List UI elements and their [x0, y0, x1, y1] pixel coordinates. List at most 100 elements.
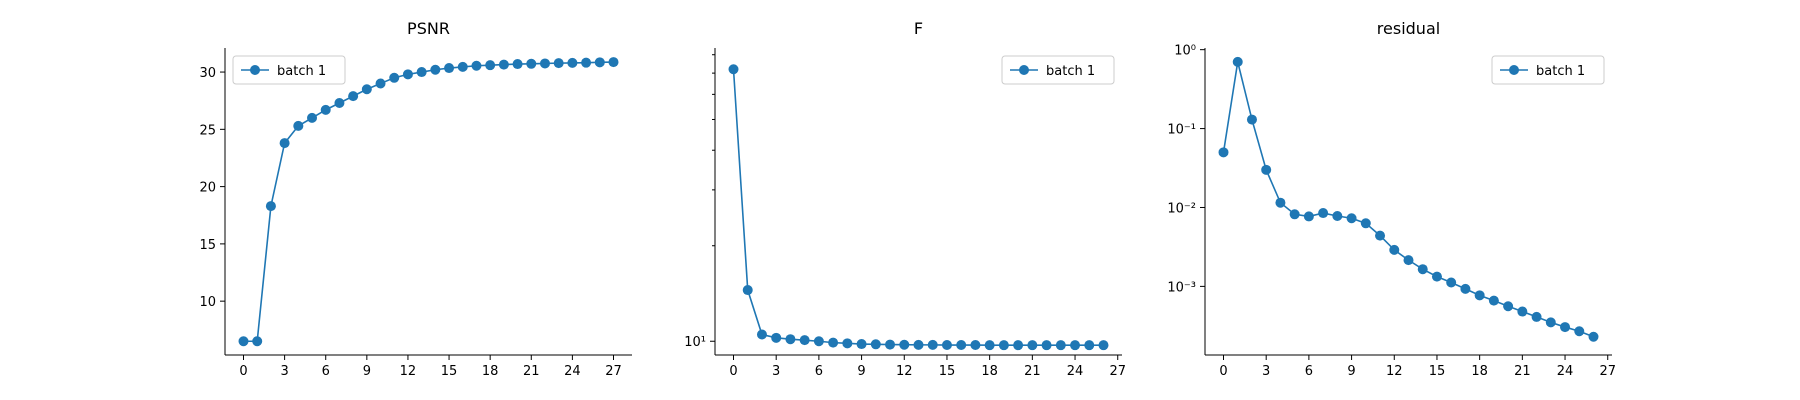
data-point [498, 59, 509, 70]
y-tick-label: 10⁻¹ [1167, 123, 1196, 138]
data-point [1232, 56, 1243, 67]
data-point [913, 339, 924, 350]
x-tick-label: 15 [939, 364, 956, 379]
data-point [1545, 317, 1556, 328]
data-point [1375, 230, 1386, 241]
data-point [885, 339, 896, 350]
data-point [1389, 244, 1400, 255]
data-point [956, 340, 967, 351]
data-point [1531, 311, 1542, 322]
data-point [1027, 340, 1038, 351]
data-point [402, 69, 413, 80]
data-point [1275, 197, 1286, 208]
data-point [279, 138, 290, 149]
data-point [1318, 208, 1329, 219]
legend-box [1001, 55, 1115, 85]
data-point [581, 57, 592, 68]
data-point [594, 57, 605, 68]
y-tick-label: 10 [199, 295, 216, 310]
x-tick-label: 3 [280, 364, 288, 379]
series-line [243, 61, 614, 343]
x-tick-label: 6 [815, 364, 823, 379]
x-tick-label: 3 [1262, 364, 1270, 379]
x-tick-label: 12 [1386, 364, 1403, 379]
x-tick-label: 21 [523, 364, 540, 379]
data-point [293, 120, 304, 131]
x-tick-label: 18 [482, 364, 499, 379]
data-point [1517, 306, 1528, 317]
data-point [813, 336, 824, 347]
data-point [416, 67, 427, 78]
x-tick-label: 12 [896, 364, 913, 379]
data-point [389, 72, 400, 83]
y-tick-label: 10¹ [684, 335, 706, 350]
data-point [539, 58, 550, 69]
y-tick-label: 30 [199, 66, 216, 81]
data-point [238, 336, 249, 347]
data-point [471, 60, 482, 71]
data-point [1246, 114, 1257, 125]
data-point [970, 340, 981, 351]
data-point [1488, 295, 1499, 306]
x-tick-label: 9 [857, 364, 865, 379]
x-tick-label: 27 [605, 364, 622, 379]
x-tick-label: 6 [322, 364, 330, 379]
data-point [1041, 340, 1052, 351]
x-tick-label: 3 [772, 364, 780, 379]
legend-box [232, 55, 346, 85]
x-tick-label: 15 [1429, 364, 1446, 379]
x-tick-label: 24 [1067, 364, 1084, 379]
data-point [265, 201, 276, 212]
data-point [1055, 340, 1066, 351]
x-tick-label: 9 [1347, 364, 1355, 379]
y-tick-label: 15 [199, 238, 216, 253]
x-tick-label: 18 [981, 364, 998, 379]
x-tick-label: 15 [441, 364, 458, 379]
data-point [1289, 209, 1300, 220]
chart-panel-2: residual 0 3 6 9 12 15 18 21 24 27 10⁻³ 10⁻² 10⁻¹ 10⁰ b… [1167, 19, 1616, 379]
x-tick-label: 24 [564, 364, 581, 379]
chart-title: F [914, 19, 923, 38]
data-point [320, 104, 331, 115]
data-point [1261, 164, 1272, 175]
data-point [1431, 271, 1442, 282]
data-point [457, 61, 468, 72]
x-tick-label: 18 [1471, 364, 1488, 379]
data-point [941, 340, 952, 351]
data-point [842, 338, 853, 349]
x-tick-label: 21 [1024, 364, 1041, 379]
legend-marker [250, 65, 260, 75]
data-point [1460, 283, 1471, 294]
data-point [567, 57, 578, 68]
data-point [553, 58, 564, 69]
legend: batch 1 [232, 55, 346, 85]
data-point [785, 334, 796, 345]
data-point [1360, 218, 1371, 229]
data-point [334, 97, 345, 108]
data-point [799, 335, 810, 346]
data-point [361, 84, 372, 95]
series-line [732, 69, 1104, 346]
legend-label: batch 1 [277, 64, 326, 79]
data-point [1574, 326, 1585, 337]
x-tick-label: 0 [1219, 364, 1227, 379]
chart-title: PSNR [407, 19, 450, 38]
data-point [348, 91, 359, 102]
chart-panel-1: F 0 3 6 9 12 15 18 21 24 27 10¹ batch 1 [684, 19, 1126, 379]
y-tick-label: 10⁻² [1167, 201, 1196, 216]
x-tick-label: 27 [1599, 364, 1616, 379]
data-point [1403, 255, 1414, 266]
x-tick-label: 27 [1109, 364, 1126, 379]
x-tick-label: 6 [1305, 364, 1313, 379]
data-point [1084, 340, 1095, 351]
legend-box [1491, 55, 1605, 85]
x-tick-label: 21 [1514, 364, 1531, 379]
data-point [307, 112, 318, 123]
data-point [1098, 340, 1109, 351]
data-point [1218, 147, 1229, 158]
x-tick-label: 0 [729, 364, 737, 379]
data-point [1070, 340, 1081, 351]
data-point [1013, 340, 1024, 351]
data-point [485, 60, 496, 71]
